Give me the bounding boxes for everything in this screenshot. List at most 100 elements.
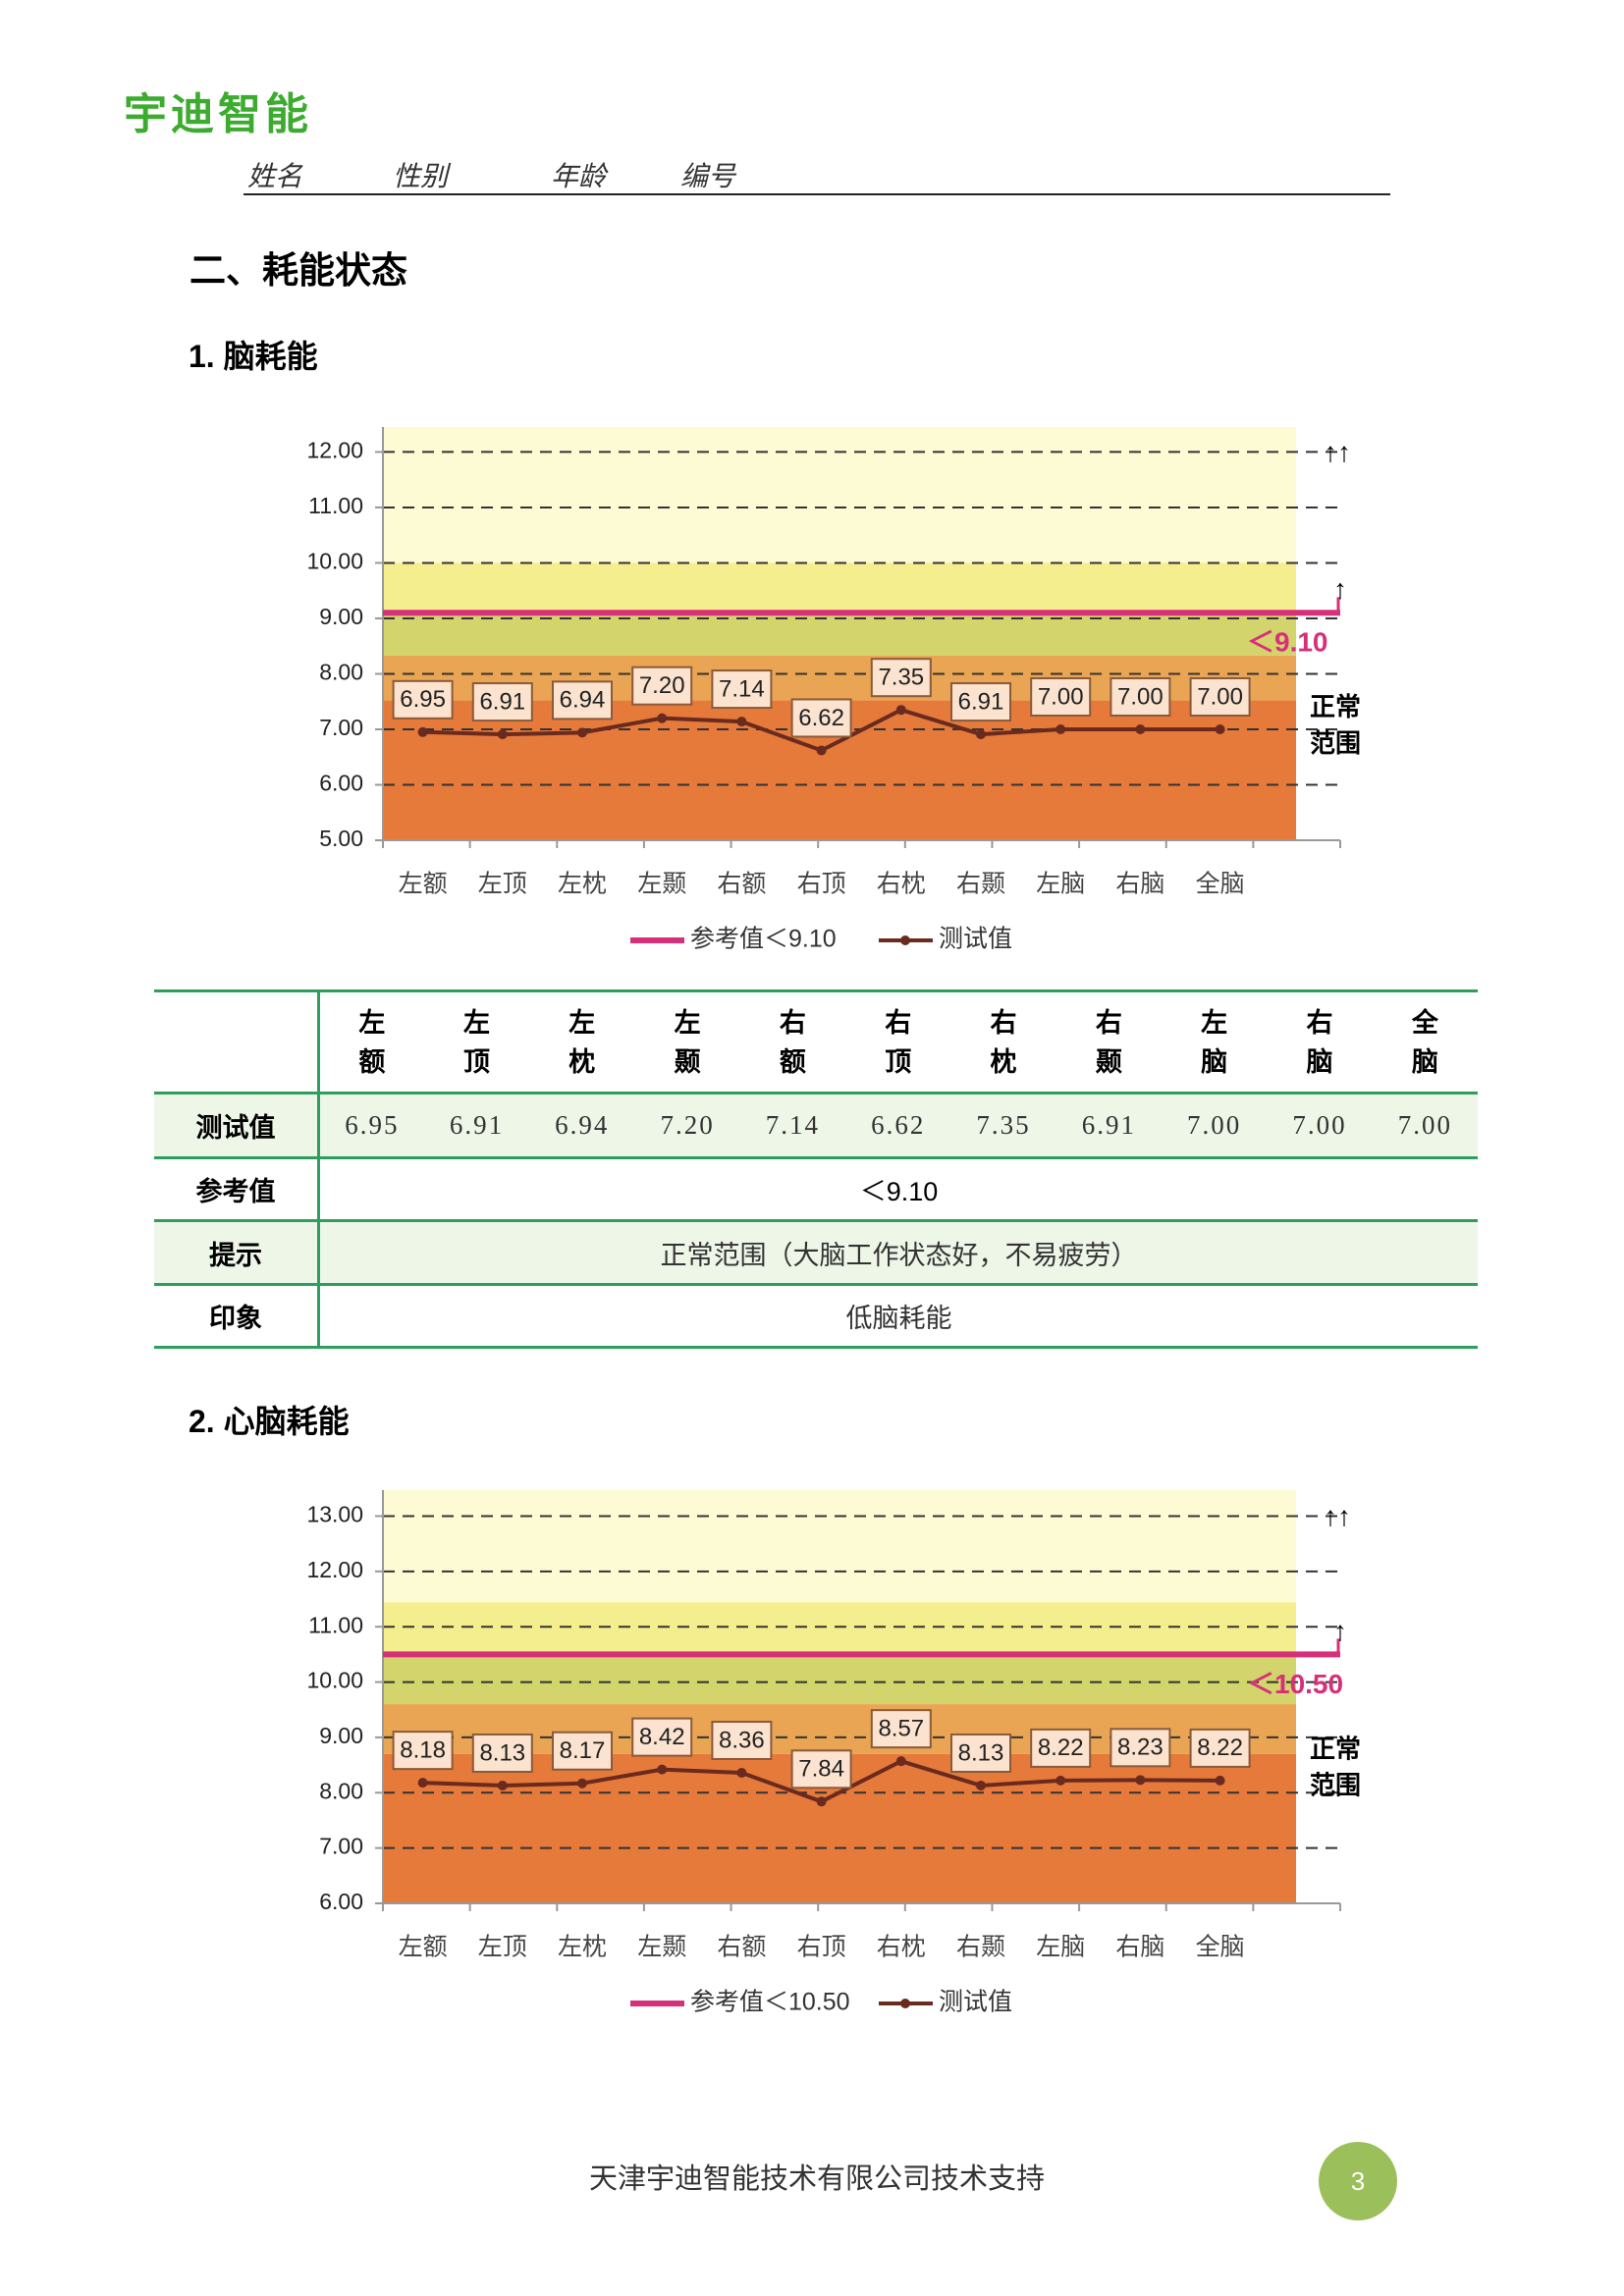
chart-title: 1. 脑耗能 [189, 339, 318, 374]
value-label-box [711, 669, 773, 710]
x-tick-label: 右颞 [956, 1934, 1005, 1961]
value-label-box [870, 1709, 932, 1749]
value-label-box [1189, 1728, 1251, 1768]
value-label-box [552, 1731, 613, 1771]
value-label: 6.91 [958, 688, 1004, 715]
point [657, 713, 668, 723]
header-cell: 左脑 [1162, 989, 1268, 1095]
legend-label: 测试值 [939, 926, 1012, 953]
field: 性别 [393, 161, 449, 191]
value-label-box [471, 1733, 533, 1773]
reference-label: ＜10.50 [1247, 1669, 1343, 1699]
header-text: 左枕 [568, 1007, 596, 1077]
y-tick-label: 6.00 [319, 1889, 363, 1914]
value-label: 8.13 [958, 1739, 1004, 1766]
logo: 宇迪智能 [124, 90, 312, 138]
y-tick-label: 12.00 [306, 438, 363, 463]
header-text: 左额 [358, 1007, 386, 1077]
band [383, 1654, 1296, 1705]
value-label-box [1110, 1728, 1171, 1768]
value-label: 8.22 [1038, 1735, 1084, 1761]
row-label: 提示 [154, 1219, 320, 1286]
cell: 低脑耗能 [318, 1283, 1478, 1349]
field: 年龄 [551, 161, 607, 191]
point [976, 1780, 986, 1790]
header-text: 左颞 [674, 1007, 701, 1077]
y-tick-label: 5.00 [319, 826, 363, 851]
value-label: 6.95 [400, 686, 446, 713]
band [383, 427, 1296, 563]
y-tick-label: 7.00 [319, 715, 363, 740]
result-table: 左额 左顶 左枕 左颞 右额 右顶 右枕 右颞 左脑 右脑 全脑 测试值 6.95 6.91 6.94 7.… [154, 989, 1478, 1349]
x-tick-label: 右顶 [797, 871, 846, 898]
x-tick-label: 右顶 [797, 1934, 846, 1961]
value-label-box [392, 679, 454, 720]
header-cell: 右枕 [950, 989, 1056, 1095]
cell: 7.14 [739, 1092, 846, 1159]
value-label-box [790, 698, 852, 738]
value-label: 7.00 [1038, 683, 1084, 710]
value-label-box [631, 666, 693, 706]
row-label: 测试值 [154, 1092, 320, 1159]
header-cell: 右脑 [1267, 989, 1373, 1095]
legend-label: 参考值＜9.10 [690, 926, 837, 953]
cell: 7.20 [634, 1092, 740, 1159]
cell: 6.62 [845, 1092, 951, 1159]
cell: 6.95 [318, 1092, 424, 1159]
point [1056, 1775, 1066, 1786]
header-cell: 右顶 [845, 989, 951, 1095]
cell: 7.00 [1267, 1092, 1373, 1159]
corner-cell [154, 989, 320, 1095]
point [895, 1756, 906, 1767]
value-label: 8.13 [479, 1739, 525, 1766]
x-tick-label: 左额 [399, 871, 448, 898]
point [1135, 723, 1146, 734]
header-rule [244, 193, 1390, 195]
value-label: 8.18 [400, 1736, 446, 1763]
header-text: 左顶 [462, 1007, 490, 1077]
header-text: 右枕 [990, 1007, 1017, 1077]
value-label: 7.00 [1197, 683, 1243, 710]
point [577, 727, 587, 738]
value-label: 7.35 [878, 665, 924, 691]
chart: 5.00 6.00 7.00 8.00 9.00 10.00 11.00 12.00 ＜9.10… [306, 427, 1361, 953]
header-text: 右额 [779, 1007, 806, 1077]
x-tick-label: 左顶 [478, 871, 527, 898]
band [383, 613, 1296, 656]
y-tick-label: 11.00 [308, 1612, 363, 1637]
value-label-box [552, 680, 613, 721]
field: 编号 [680, 161, 736, 191]
cell: 正常范围（大脑工作状态好，不易疲劳） [318, 1219, 1478, 1286]
legend-label: 参考值＜10.50 [690, 1989, 850, 2016]
value-label-box [1030, 676, 1092, 717]
point [1215, 723, 1225, 734]
x-tick-label: 左颞 [637, 1934, 686, 1961]
point [657, 1764, 668, 1775]
annotation: 正常 [1310, 1734, 1361, 1763]
legend-swatch [900, 1999, 910, 2008]
footer-text: 天津宇迪智能技术有限公司技术支持 [588, 2163, 1045, 2195]
value-label-box [392, 1731, 454, 1771]
value-label-box [950, 1733, 1011, 1773]
value-label: 8.17 [560, 1737, 606, 1764]
y-tick-label: 7.00 [319, 1834, 363, 1859]
header-cell: 左枕 [529, 989, 635, 1095]
point [1215, 1775, 1225, 1786]
point [816, 1796, 827, 1807]
point [736, 717, 747, 727]
header-cell: 左颞 [634, 989, 740, 1095]
band [383, 1490, 1296, 1603]
value-label-box [870, 658, 932, 698]
x-tick-label: 左脑 [1036, 871, 1085, 898]
x-tick-label: 右枕 [877, 1934, 926, 1961]
y-tick-label: 12.00 [306, 1557, 363, 1582]
y-tick-label: 11.00 [308, 493, 363, 518]
cell: 6.91 [423, 1092, 530, 1159]
value-label: 8.22 [1197, 1735, 1243, 1761]
y-tick-label: 8.00 [319, 660, 363, 685]
y-tick-label: 13.00 [306, 1502, 363, 1527]
x-tick-label: 右脑 [1115, 871, 1164, 898]
point [497, 729, 508, 740]
y-tick-label: 10.00 [306, 1668, 363, 1693]
value-label: 6.62 [798, 705, 844, 731]
